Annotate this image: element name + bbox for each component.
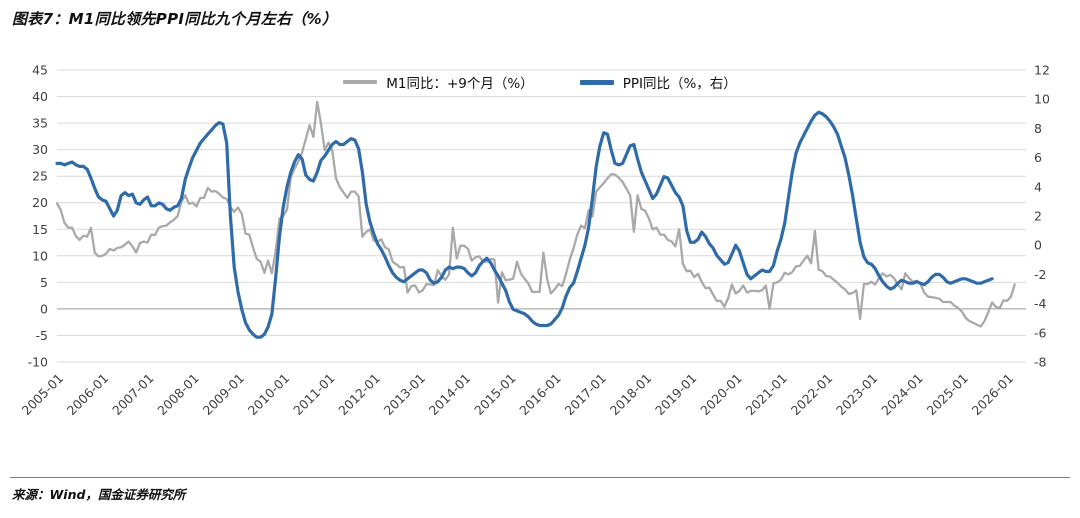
- x-axis-tick-label: 2011-01: [290, 371, 338, 419]
- report-figure: 图表7：M1同比领先PPI同比九个月左右（%） M1同比：+9个月（%） PPI…: [0, 0, 1080, 503]
- right-axis-tick-label: 8: [1034, 121, 1042, 136]
- right-axis-tick-label: 2: [1034, 209, 1042, 224]
- left-axis-tick-label: 35: [32, 116, 48, 131]
- right-axis-tick-label: -8: [1034, 355, 1047, 370]
- right-axis-tick-label: 10: [1034, 92, 1050, 107]
- source-note: 来源：Wind，国金证券研究所: [12, 487, 186, 502]
- left-axis-tick-label: 45: [32, 63, 48, 78]
- right-axis-tick-label: 12: [1034, 63, 1050, 78]
- x-axis-tick-label: 2008-01: [154, 371, 202, 419]
- x-axis-tick-label: 2021-01: [742, 371, 790, 419]
- left-axis-tick-label: 0: [40, 301, 48, 316]
- x-axis-tick-label: 2015-01: [471, 371, 519, 419]
- right-axis-tick-label: -6: [1034, 325, 1047, 340]
- chart-area: M1同比：+9个月（%） PPI同比（%，右） 45 40 35 30 25 20 15 10…: [0, 32, 1080, 477]
- x-axis-tick-label: 2026-01: [969, 371, 1017, 419]
- left-axis-tick-label: 15: [32, 222, 48, 237]
- left-axis-tick-label: 30: [32, 142, 48, 157]
- figure-footer: 来源：Wind，国金证券研究所: [10, 477, 1070, 503]
- left-axis-tick-label: 25: [32, 169, 48, 184]
- x-axis-tick-label: 2009-01: [200, 371, 248, 419]
- x-axis-tick-label: 2020-01: [697, 371, 745, 419]
- x-axis-tick-label: 2025-01: [923, 371, 971, 419]
- x-axis-tick-label: 2013-01: [381, 371, 429, 419]
- left-axis-tick-label: 5: [40, 275, 48, 290]
- ppi-line: [55, 110, 994, 339]
- right-axis-tick-label: 6: [1034, 150, 1042, 165]
- x-axis-tick-label: 2022-01: [788, 371, 836, 419]
- x-axis-tick-label: 2019-01: [652, 371, 700, 419]
- right-axis-tick-label: -4: [1034, 296, 1047, 311]
- x-axis-tick-label: 2014-01: [426, 371, 474, 419]
- x-axis-tick-label: 2024-01: [878, 371, 926, 419]
- figure-header: 图表7：M1同比领先PPI同比九个月左右（%）: [0, 0, 1080, 32]
- x-axis-tick-label: 2006-01: [64, 371, 112, 419]
- line-chart: 454035302520151050-5-10121086420-2-4-6-8…: [19, 63, 1050, 419]
- left-axis-tick-label: 20: [32, 195, 48, 210]
- x-axis-tick-label: 2023-01: [833, 371, 881, 419]
- x-axis-tick-label: 2010-01: [245, 371, 293, 419]
- x-axis-tick-label: 2005-01: [19, 371, 67, 419]
- right-axis-tick-label: 0: [1034, 238, 1042, 253]
- left-axis-tick-label: -10: [28, 355, 48, 370]
- right-axis-tick-label: -2: [1034, 267, 1046, 282]
- left-axis-tick-label: 10: [32, 248, 48, 263]
- x-axis-tick-label: 2018-01: [607, 371, 655, 419]
- left-axis-tick-label: 40: [32, 89, 48, 104]
- left-axis-tick-label: -5: [36, 328, 48, 343]
- x-axis-tick-label: 2012-01: [335, 371, 383, 419]
- x-axis-tick-label: 2017-01: [561, 371, 609, 419]
- x-axis-tick-label: 2007-01: [109, 371, 157, 419]
- m1-line: [55, 100, 1016, 328]
- figure-title: 图表7：M1同比领先PPI同比九个月左右（%）: [12, 10, 338, 28]
- right-axis-tick-label: 4: [1034, 179, 1042, 194]
- x-axis-tick-label: 2016-01: [516, 371, 564, 419]
